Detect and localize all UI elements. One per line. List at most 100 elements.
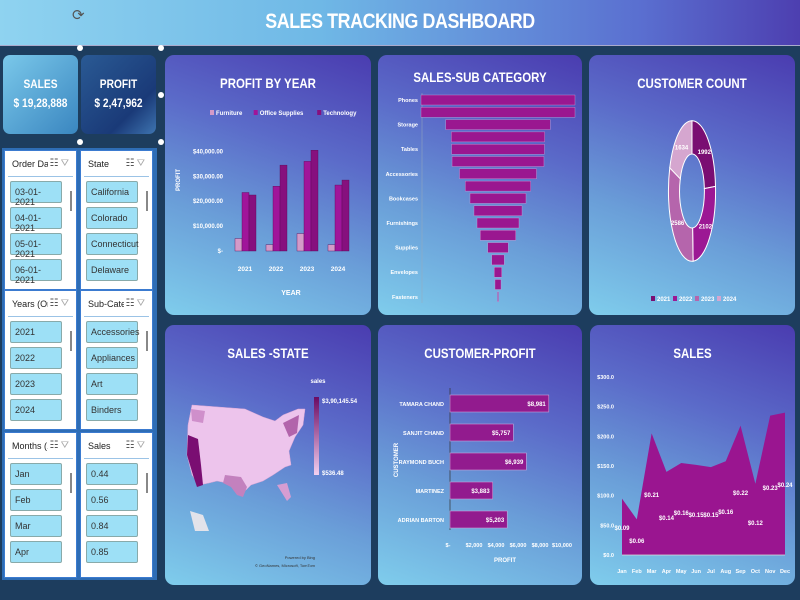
funnel-bar [473, 205, 523, 216]
scrollbar[interactable] [146, 473, 148, 493]
slicer-item[interactable]: 2022 [10, 347, 62, 369]
legend-color-scale [314, 397, 319, 475]
clear-filter-icon[interactable]: ⛛ [136, 158, 145, 169]
chart-title: PROFIT BY YEAR [220, 75, 316, 91]
state-washington [191, 409, 205, 423]
category-label: Fasteners [392, 295, 418, 301]
slicer-item[interactable]: Colorado [86, 207, 138, 229]
slicer-item[interactable]: 0.85 [86, 541, 138, 563]
scrollbar[interactable] [70, 191, 72, 211]
multi-select-icon[interactable]: ☷ [49, 158, 59, 169]
slicer-item[interactable]: 2021 [10, 321, 62, 343]
slicer-item[interactable]: Appliances [86, 347, 138, 369]
clear-filter-icon[interactable]: ⛛ [60, 298, 69, 309]
data-label: $0.06 [629, 539, 645, 545]
funnel-bar [494, 266, 502, 278]
category-label: Accessories [386, 172, 418, 178]
multi-select-icon[interactable]: ☷ [125, 440, 135, 451]
data-label: $0.24 [777, 483, 793, 489]
state-florida [277, 483, 291, 501]
bar [234, 238, 243, 252]
slicer-item[interactable]: Accessories [86, 321, 140, 343]
multi-select-icon[interactable]: ☷ [125, 298, 135, 309]
scrollbar[interactable] [146, 191, 148, 211]
slicer-item[interactable]: Mar [10, 515, 62, 537]
funnel-bar [420, 107, 576, 118]
customer-profit-card: CUSTOMER-PROFIT $8,981 TAMARA CHAND $5,757… [378, 325, 582, 585]
data-label: $0.14 [659, 516, 675, 522]
data-label: $0.16 [718, 510, 734, 516]
sales-sub-category-card: SALES-SUB CATEGORY Phones Storage Tables Ac… [378, 55, 582, 315]
us-map [186, 404, 306, 494]
bar [341, 179, 350, 252]
data-label: $0.09 [614, 526, 630, 532]
x-tick-label: Jun [691, 569, 701, 575]
data-label: $6,939 [505, 460, 524, 466]
funnel-bar [494, 279, 502, 290]
slicer-item[interactable]: 0.56 [86, 489, 138, 511]
bar [279, 164, 288, 252]
sales-kpi-card[interactable]: SALES $ 19,28,888 [3, 55, 78, 134]
slicer-item[interactable]: 0.84 [86, 515, 138, 537]
profit-kpi-card[interactable]: PROFIT $ 2,47,962 [81, 55, 156, 134]
legend-label: 2022 [679, 297, 693, 303]
x-tick-label: 2021 [238, 266, 253, 273]
scrollbar[interactable] [70, 473, 72, 493]
legend-label: 2021 [657, 297, 671, 303]
slicer-item[interactable]: 03-01-2021 [10, 181, 62, 207]
y-tick-label: $200.0 [597, 434, 614, 440]
chart-title: CUSTOMER-PROFIT [424, 345, 536, 361]
bar [327, 244, 336, 252]
slicer-item[interactable]: Binders [86, 399, 138, 421]
slicer-title: Order Date [12, 158, 48, 169]
slicer-item[interactable]: Connecticut [86, 233, 139, 255]
scrollbar[interactable] [146, 331, 148, 351]
data-label: $0.23 [763, 486, 779, 492]
slicer-item[interactable]: Apr [10, 541, 62, 563]
donut-slice [667, 166, 694, 262]
slicer-months-: Months (...☷⛛ Jan Feb Mar Apr [4, 432, 77, 578]
data-label: $0.15 [689, 513, 705, 519]
clear-filter-icon[interactable]: ⛛ [60, 158, 69, 169]
selection-handle[interactable] [158, 92, 164, 98]
funnel-bar [469, 193, 527, 204]
slicer-item[interactable]: Jan [10, 463, 62, 485]
selection-handle[interactable] [158, 139, 164, 145]
rotate-handle-icon[interactable]: ⟳ [72, 7, 85, 24]
slicer-item[interactable]: California [86, 181, 138, 203]
funnel-bar [465, 180, 531, 192]
clear-filter-icon[interactable]: ⛛ [136, 298, 145, 309]
slicer-item[interactable]: 0.44 [86, 463, 138, 485]
slicer-item[interactable]: Delaware [86, 259, 138, 281]
sales-monthly-card: SALES $0.0 $50.0 $100.0 $150.0 $200.0 $250.0 $… [590, 325, 795, 585]
slicer-item[interactable]: 04-01-2021 [10, 207, 62, 233]
selection-handle[interactable] [77, 45, 83, 51]
clear-filter-icon[interactable]: ⛛ [60, 440, 69, 451]
scrollbar[interactable] [70, 331, 72, 351]
slicer-item[interactable]: 05-01-2021 [10, 233, 62, 259]
multi-select-icon[interactable]: ☷ [49, 298, 59, 309]
donut-slice [691, 120, 717, 190]
data-label: $0.22 [733, 491, 749, 497]
x-tick-label: $4,000 [488, 543, 505, 549]
slicer-item[interactable]: Feb [10, 489, 62, 511]
slicer-item[interactable]: 2023 [10, 373, 62, 395]
profit-kpi-value: $ 2,47,962 [94, 96, 143, 110]
selection-handle[interactable] [77, 139, 83, 145]
multi-select-icon[interactable]: ☷ [49, 440, 59, 451]
state-texas [223, 475, 247, 497]
x-tick-label: $10,000 [552, 543, 572, 549]
clear-filter-icon[interactable]: ⛛ [136, 440, 145, 451]
slicer-item[interactable]: Art [86, 373, 138, 395]
slicer-item[interactable]: 2024 [10, 399, 62, 421]
x-tick-label: 2022 [269, 266, 284, 273]
slicer-title: Months (... [12, 440, 48, 451]
category-label: Storage [398, 123, 418, 129]
funnel-bar [497, 291, 499, 303]
multi-select-icon[interactable]: ☷ [125, 158, 135, 169]
y-axis-label: CUSTOMER [394, 442, 400, 477]
funnel-bar [451, 143, 545, 155]
slicer-item[interactable]: 06-01-2021 [10, 259, 62, 285]
chart-title: CUSTOMER COUNT [637, 75, 747, 91]
selection-handle[interactable] [158, 45, 164, 51]
